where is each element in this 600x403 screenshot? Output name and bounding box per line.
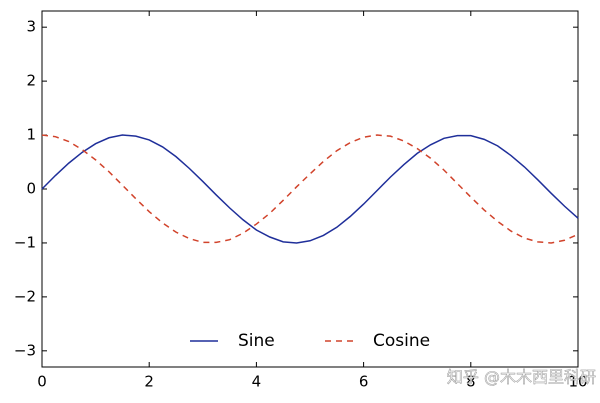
legend-label: Sine <box>238 331 275 351</box>
x-tick-label: 10 <box>568 373 587 391</box>
x-tick-label: 6 <box>359 373 369 391</box>
y-tick-label: 2 <box>26 72 36 90</box>
y-tick-label: 0 <box>26 180 36 198</box>
x-tick-label: 0 <box>37 373 47 391</box>
y-tick-label: −2 <box>14 287 36 305</box>
x-tick-label: 8 <box>466 373 476 391</box>
line-sine <box>41 134 579 244</box>
line-cosine <box>41 134 579 244</box>
plot-frame <box>41 10 579 368</box>
y-tick-label: −1 <box>14 233 36 251</box>
y-tick-label: −3 <box>14 341 36 359</box>
x-tick-label: 2 <box>144 373 154 391</box>
watermark: 知乎 @木木西里科研 <box>447 368 596 387</box>
y-tick-label: 1 <box>26 126 36 144</box>
legend-label: Cosine <box>373 331 430 351</box>
y-tick-label: 3 <box>26 18 36 36</box>
x-tick-label: 4 <box>252 373 262 391</box>
